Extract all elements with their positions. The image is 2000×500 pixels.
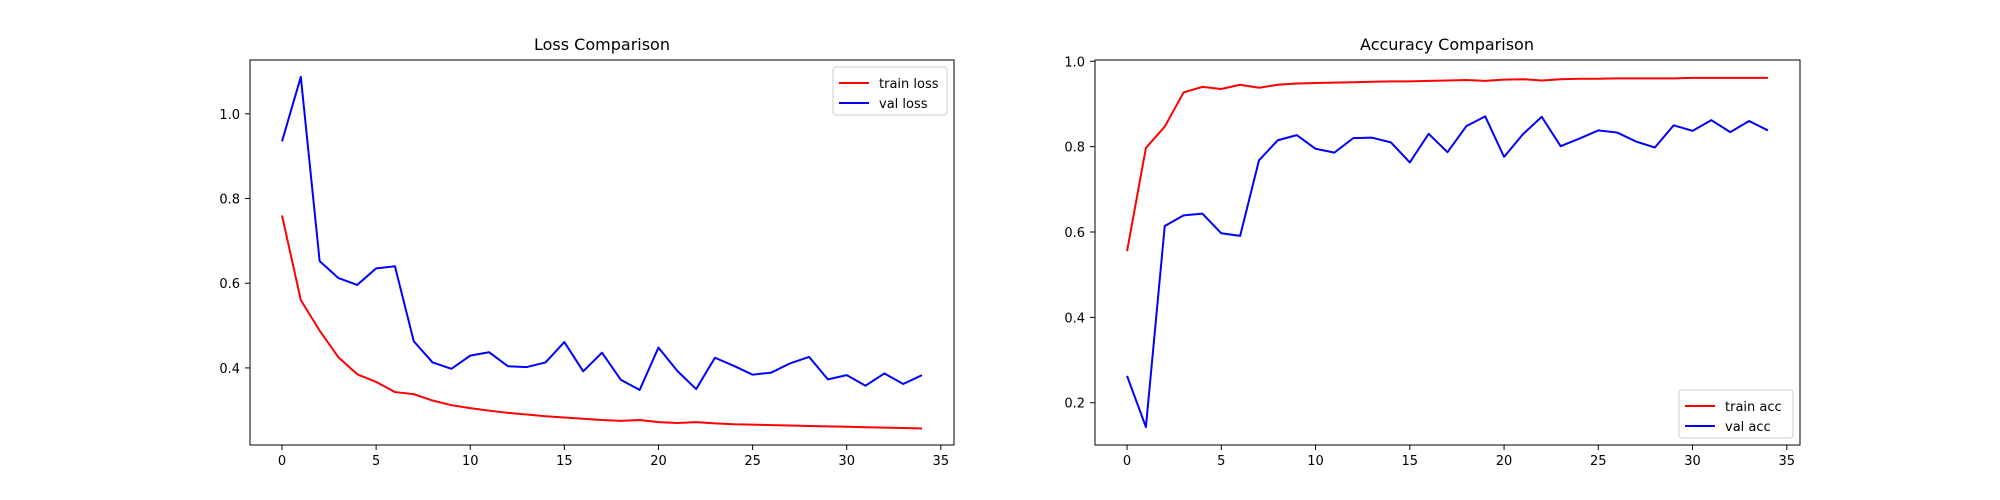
accuracy-chart-x-tick-label: 35 bbox=[1779, 454, 1796, 469]
accuracy-chart-series-val-acc bbox=[1126, 115, 1769, 429]
accuracy-chart-y-tick-label: 0.4 bbox=[1064, 311, 1085, 326]
loss-chart-y-tick-label: 0.8 bbox=[219, 192, 240, 207]
loss-chart-frame bbox=[249, 59, 955, 446]
accuracy-chart-x-tick-label: 0 bbox=[1123, 454, 1131, 469]
loss-chart-x-tick-label: 30 bbox=[838, 454, 855, 469]
accuracy-chart-y-tick-label: 1.0 bbox=[1064, 55, 1085, 70]
loss-chart-y-tick-label: 1.0 bbox=[219, 108, 240, 123]
accuracy-chart-legend-label: train acc bbox=[1725, 400, 1782, 415]
loss-chart-title: Loss Comparison bbox=[534, 35, 670, 54]
loss-chart-ticks: 0 5 10 15 20 25 30 35 0.4 0.6 0.8 1.0 bbox=[219, 108, 949, 469]
loss-chart-y-tick-label: 0.4 bbox=[219, 362, 240, 377]
loss-chart-series bbox=[281, 75, 923, 430]
accuracy-chart-series bbox=[1126, 76, 1769, 429]
accuracy-chart-x-tick-label: 30 bbox=[1684, 454, 1701, 469]
loss-chart-legend-label: val loss bbox=[879, 97, 928, 112]
loss-chart-legend: train loss val loss bbox=[832, 66, 948, 116]
loss-chart-x-tick-label: 10 bbox=[462, 454, 479, 469]
loss-chart-x-tick-label: 5 bbox=[372, 454, 380, 469]
accuracy-chart-series-train-acc bbox=[1126, 76, 1768, 252]
accuracy-chart-y-tick-label: 0.2 bbox=[1064, 397, 1085, 412]
accuracy-chart-x-tick-label: 5 bbox=[1217, 454, 1225, 469]
loss-chart-series-val-loss bbox=[281, 75, 923, 391]
accuracy-chart-frame bbox=[1094, 59, 1801, 446]
accuracy-chart-x-tick-label: 15 bbox=[1402, 454, 1419, 469]
accuracy-chart: Accuracy Comparison 0 5 10 15 20 25 30 35 0.2 0.4… bbox=[1064, 35, 1801, 469]
loss-chart-series-train-loss bbox=[281, 215, 923, 430]
loss-chart-x-tick-label: 20 bbox=[650, 454, 667, 469]
accuracy-chart-ticks: 0 5 10 15 20 25 30 35 0.2 0.4 0.6 0.8 1.0 bbox=[1064, 55, 1795, 469]
accuracy-chart-title: Accuracy Comparison bbox=[1360, 35, 1534, 54]
loss-chart-x-tick-label: 35 bbox=[933, 454, 950, 469]
loss-chart-x-tick-label: 15 bbox=[556, 454, 573, 469]
accuracy-chart-y-tick-label: 0.6 bbox=[1064, 226, 1085, 241]
loss-chart: Loss Comparison 0 5 10 15 20 25 30 35 0.4 0.6 0.8 1… bbox=[219, 35, 955, 469]
accuracy-chart-x-tick-label: 10 bbox=[1307, 454, 1324, 469]
accuracy-chart-legend: train acc val acc bbox=[1678, 389, 1794, 439]
accuracy-chart-x-tick-label: 25 bbox=[1590, 454, 1607, 469]
loss-chart-x-tick-label: 0 bbox=[278, 454, 286, 469]
accuracy-chart-legend-label: val acc bbox=[1725, 420, 1771, 435]
accuracy-chart-y-tick-label: 0.8 bbox=[1064, 141, 1085, 156]
loss-chart-x-tick-label: 25 bbox=[744, 454, 761, 469]
accuracy-chart-x-tick-label: 20 bbox=[1496, 454, 1513, 469]
loss-chart-y-tick-label: 0.6 bbox=[219, 277, 240, 292]
loss-chart-legend-label: train loss bbox=[879, 77, 939, 92]
